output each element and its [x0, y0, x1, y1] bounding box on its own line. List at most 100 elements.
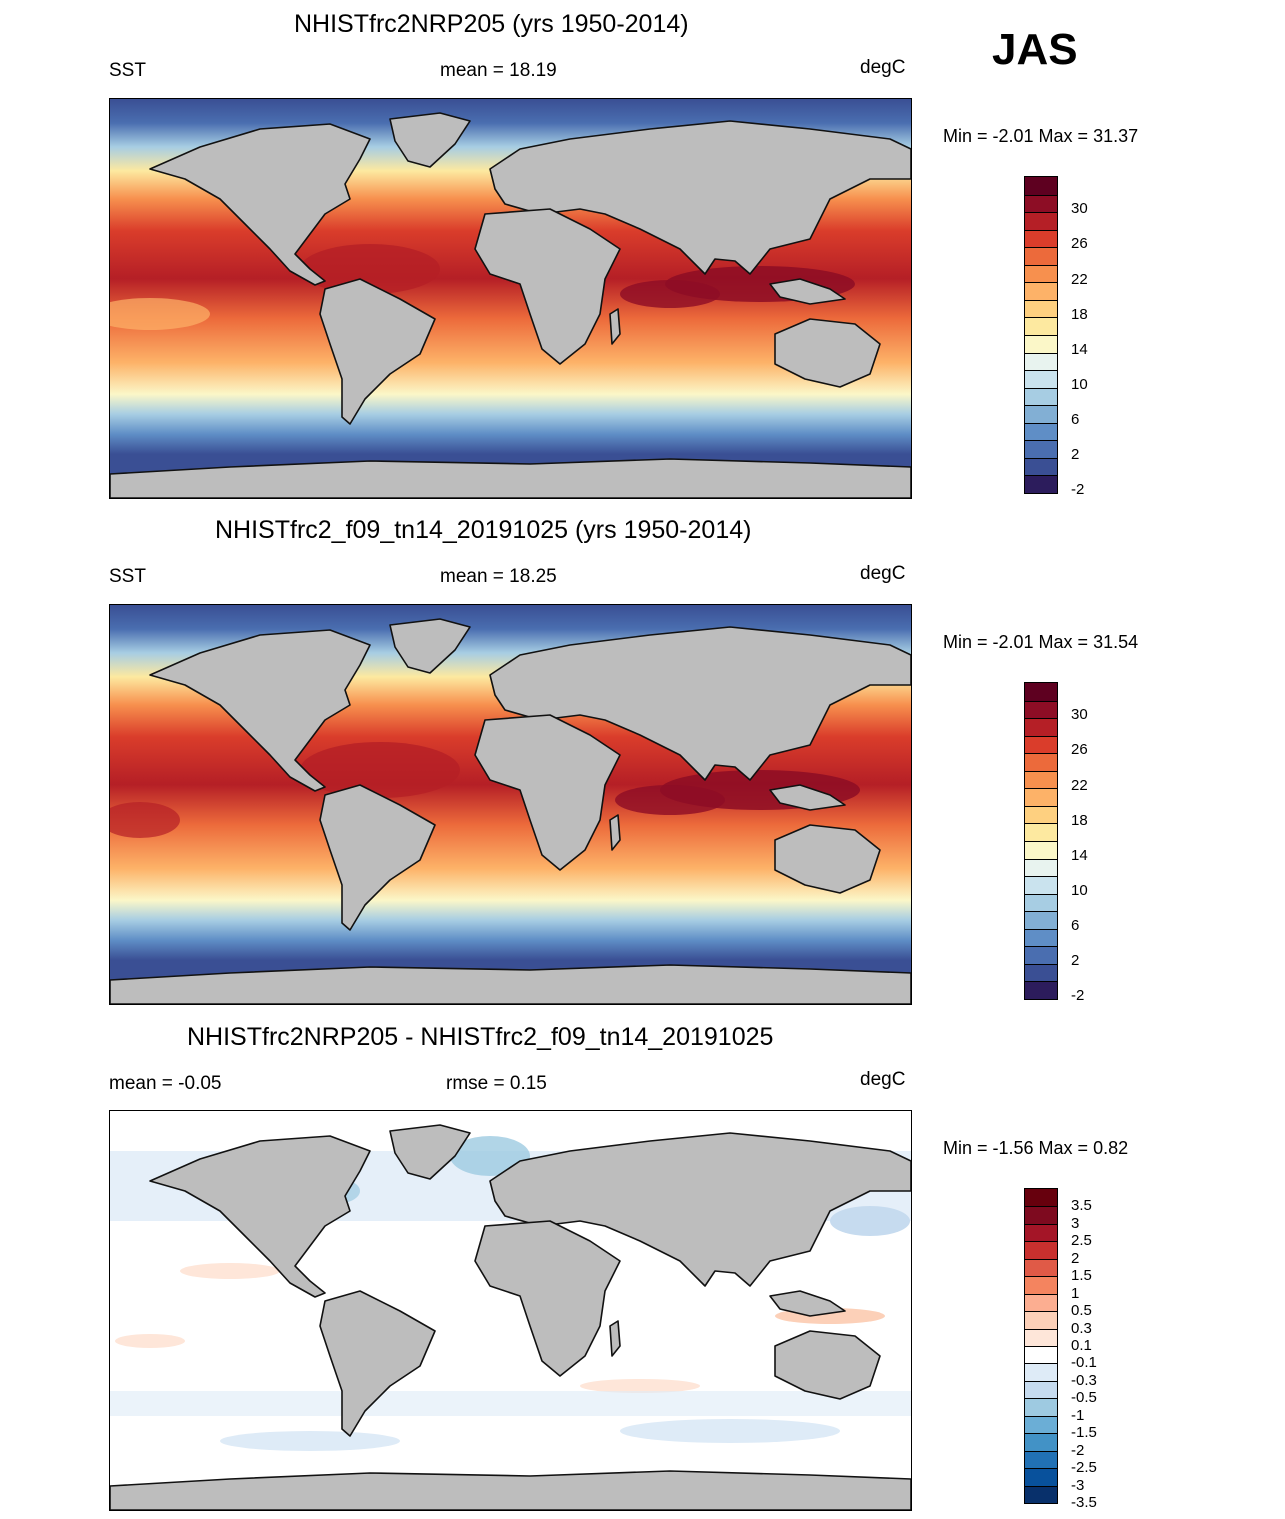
south-america — [319, 1290, 436, 1437]
colorbar-tick-label: -3.5 — [1071, 1494, 1097, 1511]
colorbar-tick-label: -0.5 — [1071, 1389, 1097, 1407]
panel-2-units-label: degC — [860, 563, 906, 584]
panel-1-colorbar — [1024, 176, 1058, 494]
panel-1-units-label: degC — [860, 57, 906, 78]
panel-3-units-label: degC — [860, 1069, 906, 1090]
madagascar — [609, 308, 621, 345]
colorbar-box — [1025, 422, 1057, 441]
colorbar-tick-label: -2 — [1071, 987, 1085, 1005]
colorbar-box — [1025, 1241, 1057, 1259]
colorbar-tick-label: 14 — [1071, 846, 1088, 864]
colorbar-box — [1025, 1293, 1057, 1312]
panel-3-minmax-label: Min = -1.56 Max = 0.82 — [943, 1138, 1129, 1158]
colorbar-box — [1025, 1363, 1057, 1381]
maritime-continent — [769, 784, 846, 811]
madagascar — [609, 814, 621, 851]
colorbar-box — [1025, 981, 1057, 999]
colorbar-tick-label: 2 — [1071, 446, 1080, 464]
colorbar-tick-label: -0.3 — [1071, 1371, 1097, 1389]
colorbar-box — [1025, 475, 1057, 493]
land-masses — [110, 1124, 911, 1510]
north-america — [149, 629, 371, 792]
panel-2-variable-label: SST — [109, 566, 146, 587]
colorbar-box — [1025, 317, 1057, 335]
colorbar-box — [1025, 387, 1057, 406]
colorbar-box — [1025, 370, 1057, 388]
colorbar-tick-label: 30 — [1071, 200, 1088, 218]
colorbar-box — [1025, 753, 1057, 771]
colorbar-box — [1025, 405, 1057, 423]
colorbar-box — [1025, 718, 1057, 736]
colorbar-box — [1025, 1223, 1057, 1242]
colorbar-box — [1025, 1468, 1057, 1486]
antarctica — [110, 1470, 911, 1510]
madagascar — [609, 1320, 621, 1357]
colorbar-box — [1025, 805, 1057, 824]
colorbar-tick-label: 30 — [1071, 706, 1088, 724]
colorbar-box — [1025, 841, 1057, 859]
colorbar-box — [1025, 1450, 1057, 1469]
colorbar-tick-label: 26 — [1071, 741, 1088, 759]
colorbar-box — [1025, 1206, 1057, 1224]
colorbar-box — [1025, 282, 1057, 300]
colorbar-tick-label: 10 — [1071, 375, 1088, 393]
australia — [774, 318, 881, 388]
colorbar-box — [1025, 1276, 1057, 1294]
colorbar-tick-label: 14 — [1071, 340, 1088, 358]
africa — [474, 1220, 621, 1377]
australia — [774, 824, 881, 894]
colorbar-box — [1025, 177, 1057, 195]
colorbar-box — [1025, 770, 1057, 789]
colorbar-box — [1025, 1328, 1057, 1346]
eurasia — [489, 626, 911, 781]
colorbar-box — [1025, 1380, 1057, 1399]
colorbar-box — [1025, 247, 1057, 265]
colorbar-tick-label: 18 — [1071, 811, 1088, 829]
colorbar-box — [1025, 735, 1057, 754]
colorbar-tick-label: 2.5 — [1071, 1232, 1092, 1250]
colorbar-tick-label: 1.5 — [1071, 1267, 1092, 1285]
colorbar-tick-label: -2 — [1071, 481, 1085, 499]
panel-3-mean-label: mean = -0.05 — [109, 1073, 222, 1094]
colorbar-box — [1025, 823, 1057, 841]
greenland — [389, 112, 471, 168]
colorbar-box — [1025, 352, 1057, 371]
colorbar-tick-label: 6 — [1071, 411, 1080, 428]
panel-2-minmax-label: Min = -2.01 Max = 31.54 — [943, 632, 1139, 652]
colorbar-tick-label: 0.1 — [1071, 1337, 1092, 1354]
south-america — [319, 278, 436, 425]
colorbar-tick-label: 26 — [1071, 235, 1088, 253]
land-masses — [110, 618, 911, 1004]
colorbar-tick-label: -1 — [1071, 1406, 1085, 1424]
colorbar-tick-label: -2.5 — [1071, 1459, 1097, 1477]
panel-3-map — [109, 1110, 912, 1511]
colorbar-box — [1025, 264, 1057, 283]
panel-1-mean-label: mean = 18.19 — [440, 60, 557, 81]
colorbar-tick-label: -3 — [1071, 1476, 1085, 1494]
colorbar-tick-label: 18 — [1071, 305, 1088, 323]
colorbar-tick-label: 3 — [1071, 1214, 1080, 1232]
panel-1-variable-label: SST — [109, 60, 146, 81]
colorbar-box — [1025, 683, 1057, 701]
maritime-continent — [769, 278, 846, 305]
colorbar-box — [1025, 1311, 1057, 1329]
panel-2-mean-label: mean = 18.25 — [440, 566, 557, 587]
colorbar-box — [1025, 858, 1057, 877]
africa — [474, 714, 621, 871]
greenland — [389, 1124, 471, 1180]
antarctica — [110, 964, 911, 1004]
australia — [774, 1330, 881, 1400]
north-america — [149, 123, 371, 286]
colorbar-box — [1025, 911, 1057, 929]
eurasia — [489, 1132, 911, 1287]
eurasia — [489, 120, 911, 275]
colorbar-box — [1025, 1398, 1057, 1416]
colorbar-tick-label: 22 — [1071, 776, 1088, 794]
colorbar-tick-label: -2 — [1071, 1441, 1085, 1459]
panel-2-colorbar — [1024, 682, 1058, 1000]
greenland — [389, 618, 471, 674]
colorbar-box — [1025, 299, 1057, 318]
colorbar-tick-label: 2 — [1071, 952, 1080, 970]
panel-2-map — [109, 604, 912, 1005]
colorbar-box — [1025, 335, 1057, 353]
